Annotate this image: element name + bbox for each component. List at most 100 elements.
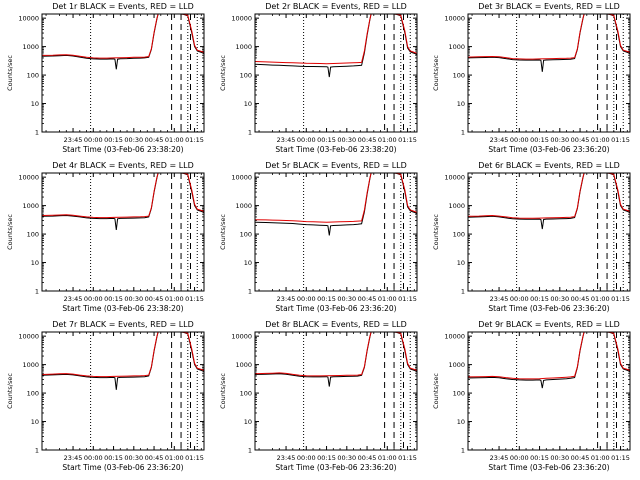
x-tick-label: 00:00 bbox=[84, 454, 103, 462]
y-tick-label: 10 bbox=[244, 100, 252, 108]
x-tick-label: 00:30 bbox=[550, 295, 569, 303]
y-axis-label: Counts/sec bbox=[432, 214, 440, 250]
x-tick-label: 00:45 bbox=[358, 136, 377, 144]
x-tick-label: 01:15 bbox=[185, 295, 204, 303]
y-tick-label: 10 bbox=[31, 100, 39, 108]
x-axis-label: Start Time (03-Feb-06 23:38:20) bbox=[275, 145, 396, 154]
y-axis-label: Counts/sec bbox=[219, 55, 227, 91]
events-series-line bbox=[254, 13, 418, 78]
x-tick-label: 00:15 bbox=[104, 295, 123, 303]
events-series-line bbox=[254, 172, 418, 236]
y-tick-label: 1000 bbox=[22, 43, 39, 51]
lld-series-line bbox=[467, 13, 631, 60]
x-tick-label: 00:30 bbox=[124, 136, 143, 144]
x-axis-label: Start Time (03-Feb-06 23:36:20) bbox=[488, 304, 609, 313]
x-tick-label: 01:00 bbox=[165, 136, 184, 144]
x-tick-label: 00:15 bbox=[530, 454, 549, 462]
x-tick-label: 00:00 bbox=[510, 454, 529, 462]
lld-series-line bbox=[467, 331, 631, 380]
plot-frame bbox=[254, 331, 418, 451]
x-axis-label: Start Time (03-Feb-06 23:36:20) bbox=[275, 463, 396, 472]
events-series-line bbox=[41, 331, 205, 390]
x-axis-label: Start Time (03-Feb-06 23:36:20) bbox=[488, 145, 609, 154]
x-tick-label: 00:15 bbox=[104, 454, 123, 462]
x-tick-label: 01:00 bbox=[165, 454, 184, 462]
events-series-line bbox=[41, 13, 205, 70]
y-tick-label: 1 bbox=[35, 447, 39, 455]
x-tick-label: 00:45 bbox=[145, 295, 164, 303]
y-tick-label: 100 bbox=[240, 72, 252, 80]
x-tick-label: 00:45 bbox=[571, 454, 590, 462]
y-tick-label: 10 bbox=[457, 259, 465, 267]
y-tick-label: 10000 bbox=[18, 15, 39, 23]
x-tick-label: 01:15 bbox=[398, 295, 417, 303]
panel-det-1: Det 1r BLACK = Events, RED = LLD Counts/s… bbox=[6, 2, 205, 154]
x-tick-label: 00:30 bbox=[337, 136, 356, 144]
y-axis-label: Counts/sec bbox=[6, 214, 14, 250]
x-tick-label: 00:00 bbox=[84, 295, 103, 303]
y-tick-label: 10000 bbox=[444, 333, 465, 341]
y-tick-label: 10000 bbox=[444, 15, 465, 23]
y-axis-label: Counts/sec bbox=[432, 55, 440, 91]
x-tick-label: 00:30 bbox=[124, 295, 143, 303]
panel-det-2: Det 2r BLACK = Events, RED = LLD Counts/s… bbox=[219, 2, 418, 154]
y-tick-label: 10000 bbox=[18, 174, 39, 182]
y-axis-label: Counts/sec bbox=[6, 373, 14, 409]
y-axis-label: Counts/sec bbox=[6, 55, 14, 91]
y-tick-label: 1000 bbox=[235, 202, 252, 210]
x-tick-label: 23:45 bbox=[490, 295, 509, 303]
x-tick-label: 23:45 bbox=[277, 295, 296, 303]
x-tick-label: 00:30 bbox=[124, 454, 143, 462]
x-tick-label: 01:15 bbox=[185, 136, 204, 144]
x-tick-label: 00:00 bbox=[84, 136, 103, 144]
lld-series-line bbox=[467, 172, 631, 219]
y-tick-label: 100 bbox=[240, 231, 252, 239]
x-tick-label: 00:30 bbox=[337, 454, 356, 462]
plot-frame bbox=[41, 13, 205, 133]
y-tick-label: 10 bbox=[31, 418, 39, 426]
x-tick-label: 00:30 bbox=[337, 295, 356, 303]
y-tick-label: 10000 bbox=[444, 174, 465, 182]
x-tick-label: 00:45 bbox=[571, 295, 590, 303]
y-tick-label: 100 bbox=[240, 390, 252, 398]
x-tick-label: 00:45 bbox=[358, 295, 377, 303]
y-tick-label: 1 bbox=[461, 129, 465, 137]
panel-title: Det 7r BLACK = Events, RED = LLD bbox=[52, 320, 194, 329]
lld-series-line bbox=[254, 172, 418, 223]
x-tick-label: 00:00 bbox=[297, 295, 316, 303]
panel-det-9: Det 9r BLACK = Events, RED = LLD Counts/s… bbox=[432, 320, 631, 472]
y-tick-label: 100 bbox=[27, 72, 39, 80]
panel-title: Det 8r BLACK = Events, RED = LLD bbox=[265, 320, 407, 329]
panel-det-3: Det 3r BLACK = Events, RED = LLD Counts/s… bbox=[432, 2, 631, 154]
x-tick-label: 01:00 bbox=[165, 295, 184, 303]
y-axis-label: Counts/sec bbox=[219, 214, 227, 250]
x-tick-label: 01:15 bbox=[611, 136, 630, 144]
panel-det-4: Det 4r BLACK = Events, RED = LLD Counts/s… bbox=[6, 161, 205, 313]
y-tick-label: 10 bbox=[244, 418, 252, 426]
x-axis-label: Start Time (03-Feb-06 23:38:20) bbox=[62, 304, 183, 313]
plot-frame bbox=[467, 13, 631, 133]
x-axis-label: Start Time (03-Feb-06 23:36:20) bbox=[275, 304, 396, 313]
x-tick-label: 23:45 bbox=[277, 136, 296, 144]
y-tick-label: 1 bbox=[248, 447, 252, 455]
x-tick-label: 00:15 bbox=[317, 454, 336, 462]
panel-title: Det 1r BLACK = Events, RED = LLD bbox=[52, 2, 194, 11]
panel-det-5: Det 5r BLACK = Events, RED = LLD Counts/s… bbox=[219, 161, 418, 313]
x-tick-label: 00:00 bbox=[510, 136, 529, 144]
x-tick-label: 00:45 bbox=[358, 454, 377, 462]
y-tick-label: 10000 bbox=[231, 174, 252, 182]
events-series-line bbox=[467, 172, 631, 230]
plot-frame bbox=[254, 172, 418, 292]
events-series-line bbox=[254, 331, 418, 387]
y-tick-label: 1 bbox=[461, 288, 465, 296]
y-tick-label: 10 bbox=[457, 418, 465, 426]
x-tick-label: 01:15 bbox=[398, 454, 417, 462]
x-tick-label: 01:00 bbox=[378, 454, 397, 462]
x-axis-label: Start Time (03-Feb-06 23:36:20) bbox=[488, 463, 609, 472]
plot-frame bbox=[254, 13, 418, 133]
x-tick-label: 23:45 bbox=[64, 295, 83, 303]
x-tick-label: 00:15 bbox=[530, 295, 549, 303]
panel-det-6: Det 6r BLACK = Events, RED = LLD Counts/s… bbox=[432, 161, 631, 313]
y-tick-label: 100 bbox=[453, 231, 465, 239]
y-tick-label: 1000 bbox=[22, 202, 39, 210]
